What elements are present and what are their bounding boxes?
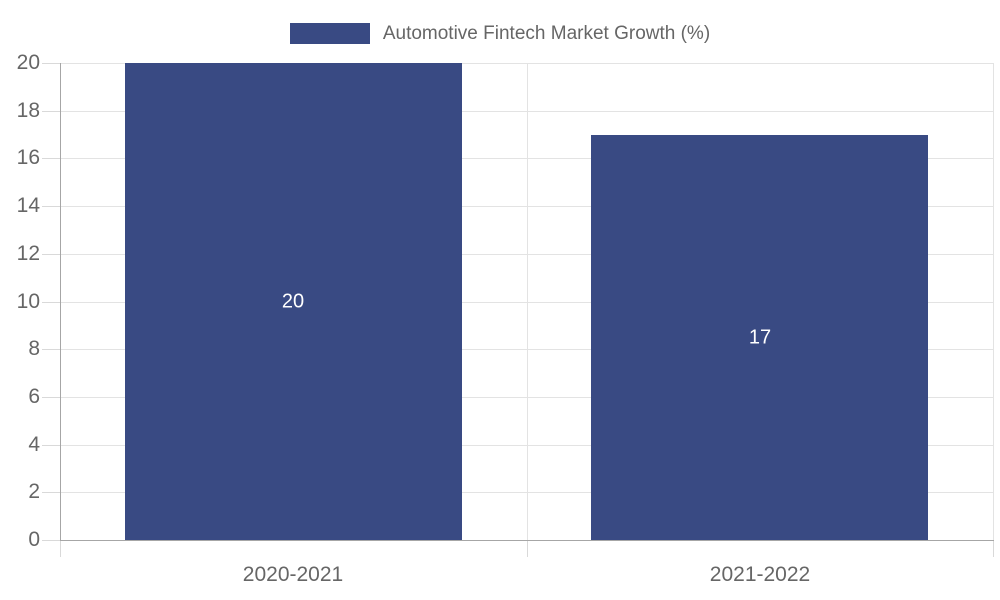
y-axis-label: 20 (16, 51, 40, 74)
y-axis-label: 12 (16, 242, 40, 265)
y-axis-label: 4 (28, 433, 40, 456)
x-axis-label: 2020-2021 (242, 563, 344, 586)
y-axis-tick (42, 492, 60, 493)
chart-legend[interactable]: Automotive Fintech Market Growth (%) (0, 23, 1000, 44)
y-axis-tick (42, 158, 60, 159)
bar[interactable] (591, 135, 928, 540)
y-axis-tick (42, 206, 60, 207)
y-gridline (60, 111, 993, 112)
y-axis-tick (42, 349, 60, 350)
y-gridline (60, 397, 993, 398)
plot-right-border (993, 63, 994, 540)
x-gridline (527, 63, 528, 540)
y-axis-label: 8 (28, 337, 40, 360)
y-axis-tick (42, 397, 60, 398)
y-axis-tick (42, 540, 60, 541)
y-axis-tick (42, 63, 60, 64)
y-axis-tick (42, 445, 60, 446)
legend-swatch-icon (289, 23, 370, 44)
y-gridline (60, 349, 993, 350)
y-gridline (60, 63, 993, 64)
y-axis-tick (42, 111, 60, 112)
y-gridline (60, 302, 993, 303)
y-axis-label: 18 (16, 99, 40, 122)
bar-value-label: 20 (281, 290, 305, 313)
y-axis-label: 10 (16, 290, 40, 313)
x-axis-line (60, 540, 994, 541)
y-gridline (60, 492, 993, 493)
y-gridline (60, 206, 993, 207)
bar-value-label: 17 (748, 326, 772, 349)
y-axis-label: 6 (28, 385, 40, 408)
x-axis-label: 2021-2022 (709, 563, 811, 586)
y-axis-label: 0 (28, 528, 40, 551)
legend-label: Automotive Fintech Market Growth (%) (382, 23, 711, 44)
y-gridline (60, 254, 993, 255)
y-gridline (60, 158, 993, 159)
y-axis-line (60, 63, 61, 540)
y-gridline (60, 445, 993, 446)
x-axis-tick (993, 540, 994, 557)
y-axis-label: 14 (16, 194, 40, 217)
x-axis-tick (527, 540, 528, 557)
y-axis-label: 16 (16, 146, 40, 169)
x-axis-tick (60, 540, 61, 557)
bar[interactable] (125, 63, 462, 540)
y-axis-label: 2 (28, 480, 40, 503)
y-axis-tick (42, 302, 60, 303)
y-axis-tick (42, 254, 60, 255)
